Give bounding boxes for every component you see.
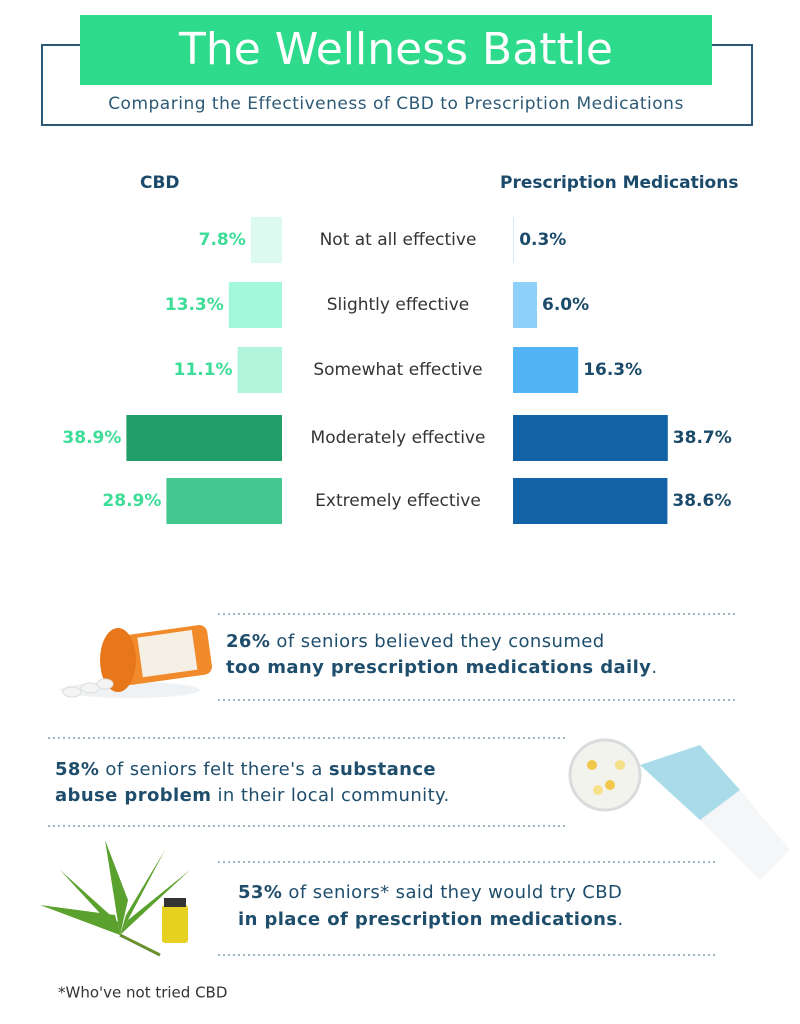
cbd-value-label: 13.3% bbox=[165, 295, 224, 315]
title-box bbox=[80, 15, 712, 85]
fact-line: 26% of seniors believed they consumed bbox=[226, 631, 605, 652]
fact-text: too many prescription medications daily bbox=[226, 657, 651, 678]
rx-value-label: 16.3% bbox=[583, 360, 642, 380]
rx-value-label: 38.7% bbox=[673, 428, 732, 448]
rx-bar bbox=[513, 217, 515, 263]
fact-text: in place of prescription medications bbox=[238, 909, 617, 930]
fact-text: of seniors felt there's a bbox=[99, 759, 329, 780]
cbd-value-label: 11.1% bbox=[174, 360, 233, 380]
rx-bar bbox=[513, 282, 537, 328]
category-label: Not at all effective bbox=[320, 230, 477, 250]
fact-text: . bbox=[651, 657, 657, 678]
fact-text: in their local community. bbox=[211, 785, 449, 806]
cbd-bar bbox=[250, 217, 282, 263]
cbd-value-label: 38.9% bbox=[62, 428, 121, 448]
category-label: Extremely effective bbox=[315, 491, 481, 511]
fact-text: 58% bbox=[55, 759, 99, 780]
rx-bar bbox=[513, 478, 668, 524]
rx-value-label: 38.6% bbox=[672, 491, 731, 511]
fact-text: . bbox=[617, 909, 623, 930]
rx-value-label: 0.3% bbox=[519, 230, 566, 250]
pill-bottle-icon bbox=[60, 625, 213, 698]
petri-dish-icon bbox=[568, 738, 790, 880]
rx-bar bbox=[513, 415, 668, 461]
rx-value-label: 6.0% bbox=[542, 295, 589, 315]
title: The Wellness Battle bbox=[178, 24, 613, 75]
chart: Not at all effective 7.8% 0.3% Slightly eff… bbox=[62, 217, 732, 524]
category-label: Slightly effective bbox=[327, 295, 470, 315]
fact-text: 53% bbox=[238, 882, 282, 903]
cbd-bar bbox=[237, 347, 282, 393]
cbd-bar bbox=[228, 282, 282, 328]
footnote: *Who've not tried CBD bbox=[58, 984, 227, 1002]
fact-line: abuse problem in their local community. bbox=[55, 785, 450, 806]
fact-text: of seniors believed they consumed bbox=[270, 631, 604, 652]
fact-line: in place of prescription medications. bbox=[238, 909, 624, 930]
legend-rx: Prescription Medications bbox=[500, 173, 738, 193]
category-label: Somewhat effective bbox=[313, 360, 482, 380]
cbd-bar bbox=[126, 415, 283, 461]
category-label: Moderately effective bbox=[311, 428, 486, 448]
fact-text: 26% bbox=[226, 631, 270, 652]
fact-line: too many prescription medications daily. bbox=[226, 657, 657, 678]
fact-text: abuse problem bbox=[55, 785, 211, 806]
cbd-bar bbox=[166, 478, 282, 524]
legend-cbd: CBD bbox=[140, 173, 180, 193]
fact-line: 53% of seniors* said they would try CBD bbox=[238, 882, 622, 903]
cbd-value-label: 7.8% bbox=[199, 230, 246, 250]
fact-text: substance bbox=[329, 759, 436, 780]
fact-line: 58% of seniors felt there's a substance bbox=[55, 759, 436, 780]
cannabis-icon bbox=[40, 840, 190, 957]
rx-bar bbox=[513, 347, 579, 393]
fact-text: of seniors* said they would try CBD bbox=[282, 882, 622, 903]
cbd-value-label: 28.9% bbox=[102, 491, 161, 511]
subtitle: Comparing the Effectiveness of CBD to Pr… bbox=[108, 94, 684, 114]
